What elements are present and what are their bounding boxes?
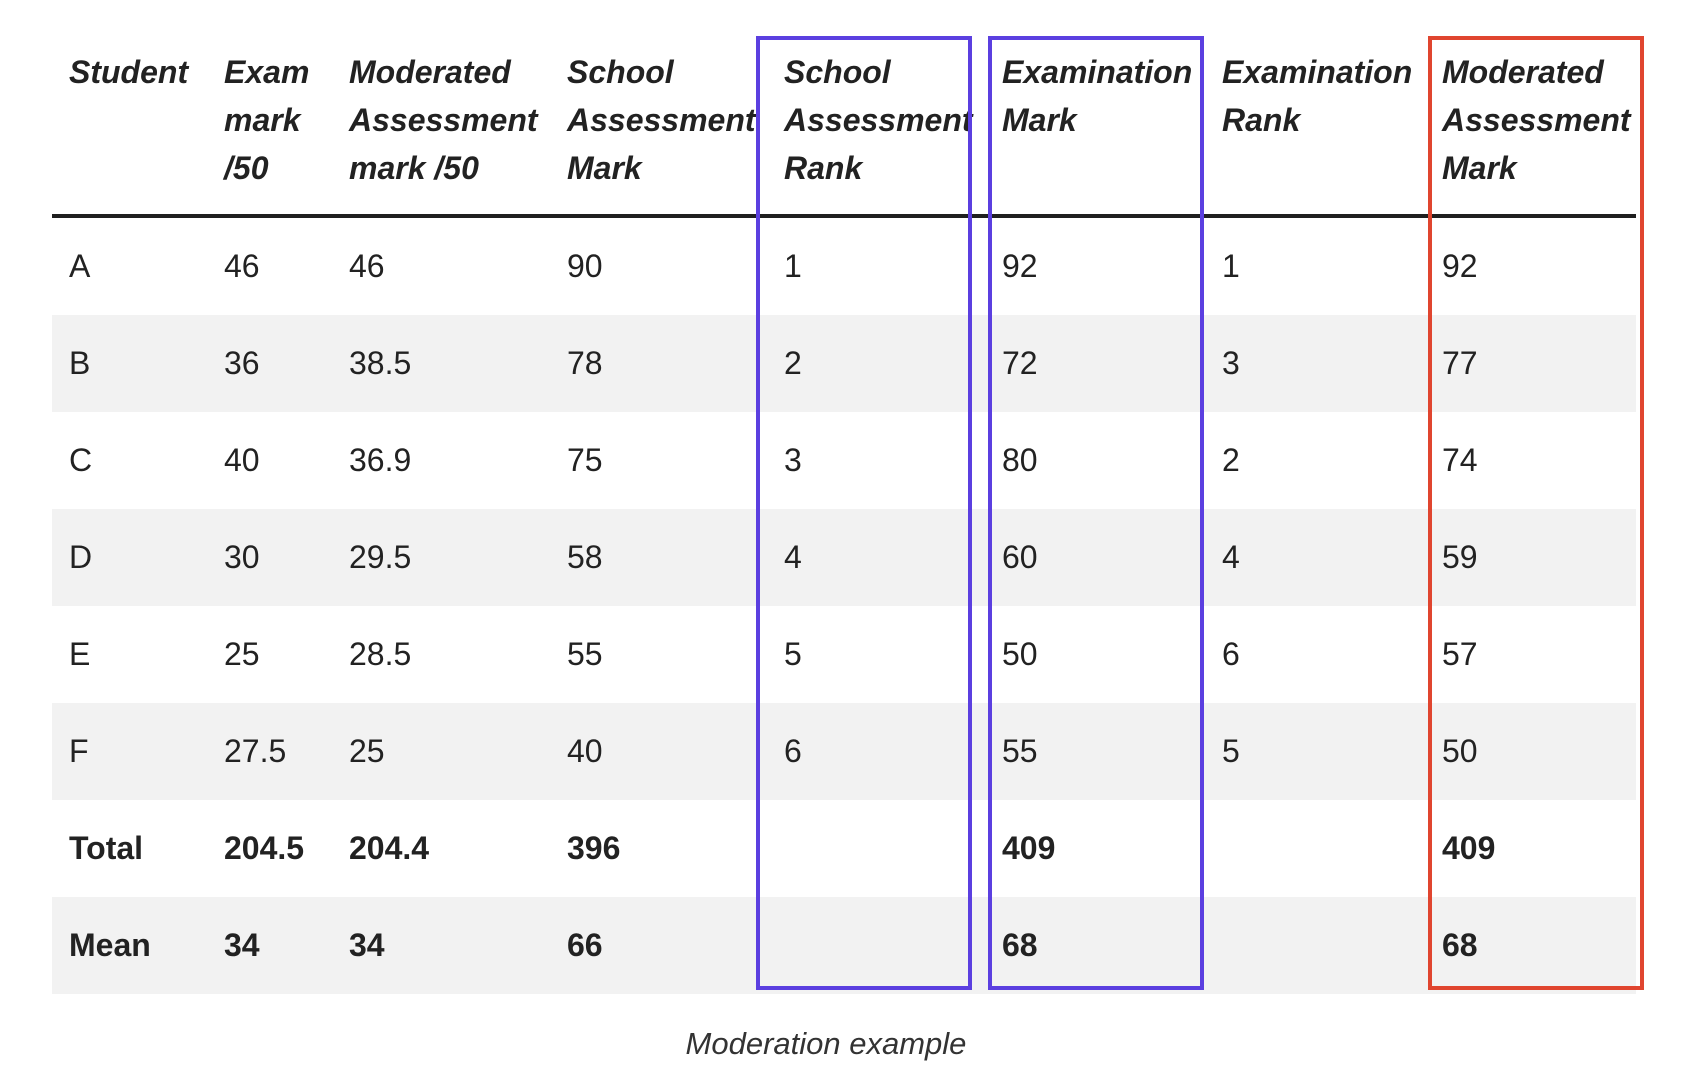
examination-rank-cell: 1: [1222, 248, 1240, 284]
examination-mark-cell: 80: [1002, 442, 1038, 478]
header-exam-mark: Exam mark /50: [224, 54, 310, 186]
moderated-mark-50-cell: 46: [349, 248, 385, 284]
total-school-assessment-rank: [784, 800, 984, 897]
examination-mark-cell: 72: [1002, 345, 1038, 381]
moderated-assessment-mark-cell: 92: [1442, 248, 1478, 284]
exam-mark-cell: 27.5: [224, 733, 287, 769]
table-row: B 36 38.5 78 2 72 3 77: [52, 315, 1636, 412]
moderated-assessment-mark-cell: 57: [1442, 636, 1478, 672]
mean-label: Mean: [69, 927, 151, 963]
school-assessment-mark-cell: 90: [567, 248, 603, 284]
school-assessment-rank-cell: 3: [784, 442, 802, 478]
moderated-mark-50-cell: 28.5: [349, 636, 412, 672]
header-moderated-assessment-mark-50: Moderated Assessment mark /50: [349, 54, 538, 186]
student-cell: C: [69, 442, 93, 478]
mean-moderated-assessment-mark: 68: [1442, 927, 1478, 963]
school-assessment-rank-cell: 6: [784, 733, 802, 769]
header-examination-mark: Examination Mark: [1002, 54, 1193, 138]
table-row: A 46 46 90 1 92 1 92: [52, 218, 1636, 315]
mean-examination-rank: [1222, 897, 1422, 994]
total-exam-mark: 204.5: [224, 830, 305, 866]
mean-moderated-mark-50: 34: [349, 927, 385, 963]
examination-mark-cell: 92: [1002, 248, 1038, 284]
table-row: E 25 28.5 55 5 50 6 57: [52, 606, 1636, 703]
moderated-assessment-mark-cell: 59: [1442, 539, 1478, 575]
moderation-table: Student Exam mark /50 Moderated Assessme…: [52, 36, 1636, 994]
examination-mark-cell: 60: [1002, 539, 1038, 575]
school-assessment-mark-cell: 75: [567, 442, 603, 478]
student-cell: A: [69, 248, 91, 284]
moderated-mark-50-cell: 38.5: [349, 345, 412, 381]
exam-mark-cell: 36: [224, 345, 260, 381]
school-assessment-mark-cell: 55: [567, 636, 603, 672]
moderated-assessment-mark-cell: 74: [1442, 442, 1478, 478]
examination-rank-cell: 4: [1222, 539, 1240, 575]
examination-rank-cell: 2: [1222, 442, 1240, 478]
student-cell: F: [69, 733, 89, 769]
school-assessment-rank-cell: 2: [784, 345, 802, 381]
header-school-assessment-rank: School Assessment Rank: [784, 54, 973, 186]
total-moderated-assessment-mark: 409: [1442, 830, 1496, 866]
table-row: C 40 36.9 75 3 80 2 74: [52, 412, 1636, 509]
exam-mark-cell: 30: [224, 539, 260, 575]
header-student: Student: [69, 54, 189, 90]
examination-mark-cell: 50: [1002, 636, 1038, 672]
moderated-assessment-mark-cell: 50: [1442, 733, 1478, 769]
examination-mark-cell: 55: [1002, 733, 1038, 769]
mean-school-assessment-rank: [784, 897, 984, 994]
header-school-assessment-mark: School Assessment Mark: [567, 54, 756, 186]
moderated-assessment-mark-cell: 77: [1442, 345, 1478, 381]
mean-exam-mark: 34: [224, 927, 260, 963]
exam-mark-cell: 25: [224, 636, 260, 672]
total-row: Total 204.5 204.4 396 409 409: [52, 800, 1636, 897]
exam-mark-cell: 46: [224, 248, 260, 284]
header-moderated-assessment-mark: Moderated Assessment Mark: [1442, 54, 1631, 186]
table-row: F 27.5 25 40 6 55 5 50: [52, 703, 1636, 800]
exam-mark-cell: 40: [224, 442, 260, 478]
student-cell: E: [69, 636, 91, 672]
table-header-row: Student Exam mark /50 Moderated Assessme…: [52, 36, 1636, 218]
total-examination-mark: 409: [1002, 830, 1056, 866]
school-assessment-mark-cell: 40: [567, 733, 603, 769]
school-assessment-rank-cell: 5: [784, 636, 802, 672]
student-cell: B: [69, 345, 91, 381]
examination-rank-cell: 3: [1222, 345, 1240, 381]
table-row: D 30 29.5 58 4 60 4 59: [52, 509, 1636, 606]
school-assessment-rank-cell: 4: [784, 539, 802, 575]
examination-rank-cell: 6: [1222, 636, 1240, 672]
school-assessment-mark-cell: 58: [567, 539, 603, 575]
examination-rank-cell: 5: [1222, 733, 1240, 769]
mean-examination-mark: 68: [1002, 927, 1038, 963]
student-cell: D: [69, 539, 93, 575]
total-school-assessment-mark: 396: [567, 830, 621, 866]
total-examination-rank: [1222, 800, 1422, 897]
school-assessment-mark-cell: 78: [567, 345, 603, 381]
header-examination-rank: Examination Rank: [1222, 54, 1413, 138]
total-label: Total: [69, 830, 144, 866]
total-moderated-mark-50: 204.4: [349, 830, 430, 866]
school-assessment-rank-cell: 1: [784, 248, 802, 284]
mean-row: Mean 34 34 66 68 68: [52, 897, 1636, 994]
table-caption: Moderation example: [685, 1026, 967, 1061]
moderated-mark-50-cell: 25: [349, 733, 385, 769]
moderated-mark-50-cell: 29.5: [349, 539, 412, 575]
mean-school-assessment-mark: 66: [567, 927, 603, 963]
moderated-mark-50-cell: 36.9: [349, 442, 412, 478]
